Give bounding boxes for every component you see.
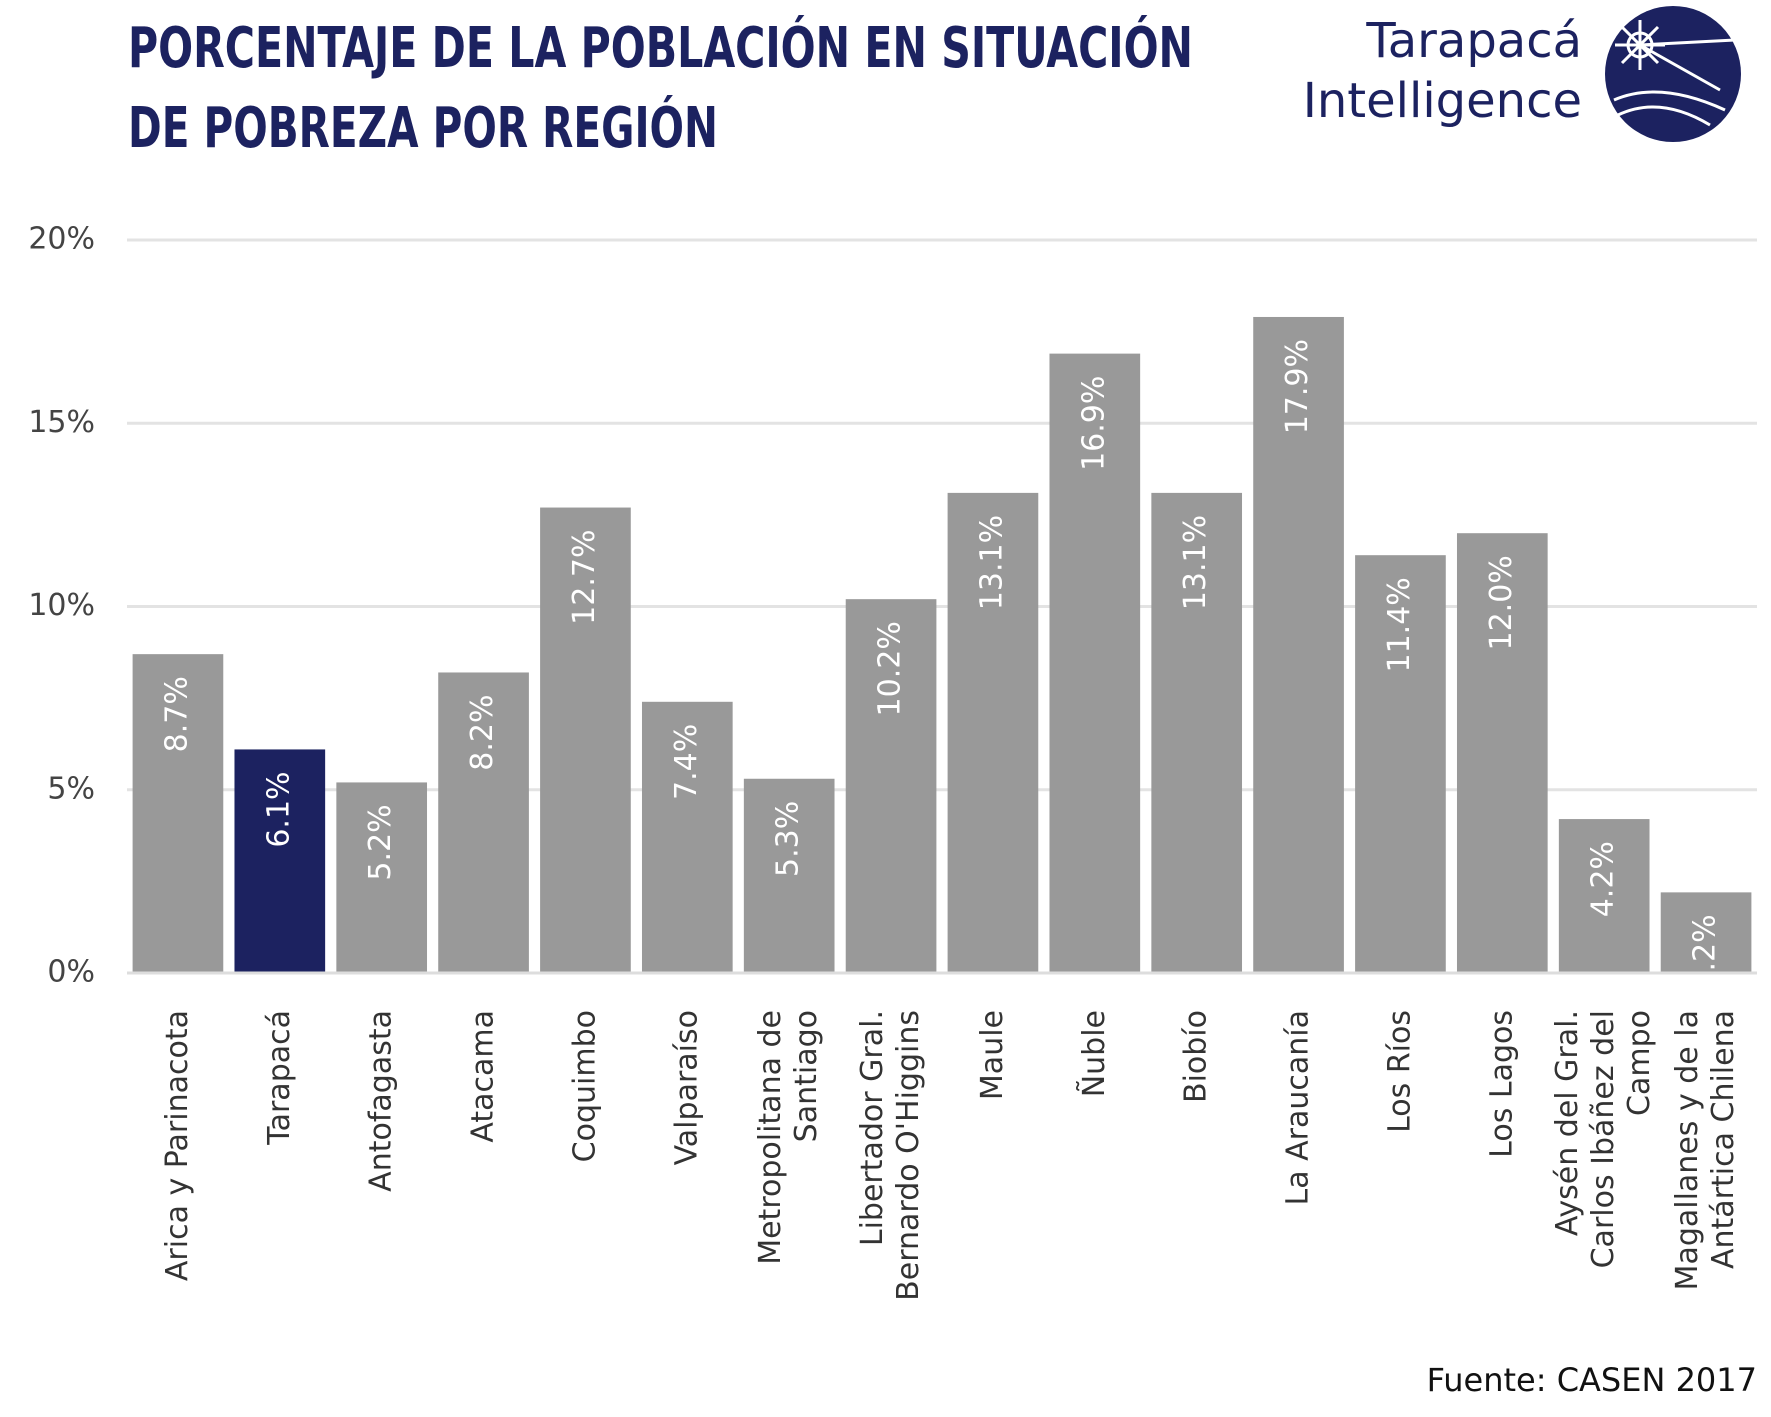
value-label: 2.2% [1688, 914, 1723, 990]
x-tick-label: Arica y Parinacota [159, 1010, 194, 1281]
y-tick-label: 5% [47, 771, 95, 806]
chart-title: DE POBREZA POR REGIÓN [128, 96, 718, 161]
x-tick-label: Los Ríos [1382, 1010, 1417, 1133]
x-tick-label: Libertador Gral.Bernardo O'Higgins [855, 1010, 926, 1301]
bar [540, 507, 631, 973]
value-label: 13.1% [1178, 515, 1213, 610]
x-tick-label: Maule [974, 1010, 1009, 1100]
x-tick-label: Tarapacá [261, 1010, 296, 1146]
x-tick-label: La Araucanía [1280, 1010, 1315, 1206]
y-tick-label: 0% [47, 955, 95, 990]
bar [947, 492, 1039, 973]
bar [1049, 353, 1141, 973]
x-tick-label: Atacama [465, 1010, 500, 1143]
value-label: 12.0% [1484, 555, 1519, 650]
value-label: 5.2% [363, 804, 398, 880]
brand-name: Tarapacá [1365, 13, 1582, 69]
bar [336, 782, 428, 973]
x-tick-label: Antofagasta [363, 1010, 398, 1192]
x-tick-label: Metropolitana deSantiago [753, 1010, 824, 1265]
bar [438, 672, 529, 973]
y-tick-label: 20% [28, 222, 95, 257]
bar [1253, 316, 1344, 974]
value-label: 11.4% [1382, 577, 1417, 672]
bar [234, 749, 326, 973]
value-label: 10.2% [873, 621, 908, 716]
x-tick-label: Coquimbo [567, 1010, 602, 1162]
value-label: 8.2% [465, 694, 500, 770]
bar [132, 654, 224, 973]
x-tick-label: Valparaíso [669, 1010, 704, 1165]
value-label: 13.1% [974, 515, 1009, 610]
value-label: 8.7% [159, 676, 194, 752]
value-label: 16.9% [1076, 376, 1111, 471]
value-label: 7.4% [669, 724, 704, 800]
bar [845, 599, 937, 973]
value-label: 5.3% [771, 801, 806, 877]
x-tick-label: Magallanes y de laAntártica Chilena [1670, 1010, 1741, 1290]
bar [1151, 492, 1243, 973]
y-tick-label: 15% [28, 405, 95, 440]
x-tick-label: Los Lagos [1484, 1010, 1519, 1158]
logo [1605, 6, 1741, 142]
bar [1355, 555, 1446, 973]
x-tick-label: Aysén del Gral.Carlos Ibáñez delCampo [1550, 1010, 1657, 1268]
chart-title: PORCENTAJE DE LA POBLACIÓN EN SITUACIÓN [128, 16, 1193, 81]
x-tick-label: Biobío [1178, 1010, 1213, 1103]
bar [743, 778, 835, 973]
value-label: 12.7% [567, 530, 602, 625]
bar [641, 701, 733, 973]
source-note: Fuente: CASEN 2017 [1427, 1361, 1757, 1399]
brand-name: Intelligence [1303, 73, 1582, 129]
value-label: 6.1% [261, 771, 296, 847]
value-label: 17.9% [1280, 339, 1315, 434]
y-tick-label: 10% [28, 588, 95, 623]
bar [1660, 892, 1752, 973]
bar [1456, 533, 1548, 973]
bar [1558, 819, 1650, 973]
x-tick-label: Ñuble [1075, 1010, 1111, 1097]
value-label: 4.2% [1586, 841, 1621, 917]
